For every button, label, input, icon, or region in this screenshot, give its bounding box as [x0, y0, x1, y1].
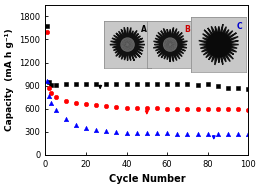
Y-axis label: Capacity  (mA h g⁻¹): Capacity (mA h g⁻¹): [5, 29, 14, 131]
X-axis label: Cycle Number: Cycle Number: [109, 174, 185, 184]
